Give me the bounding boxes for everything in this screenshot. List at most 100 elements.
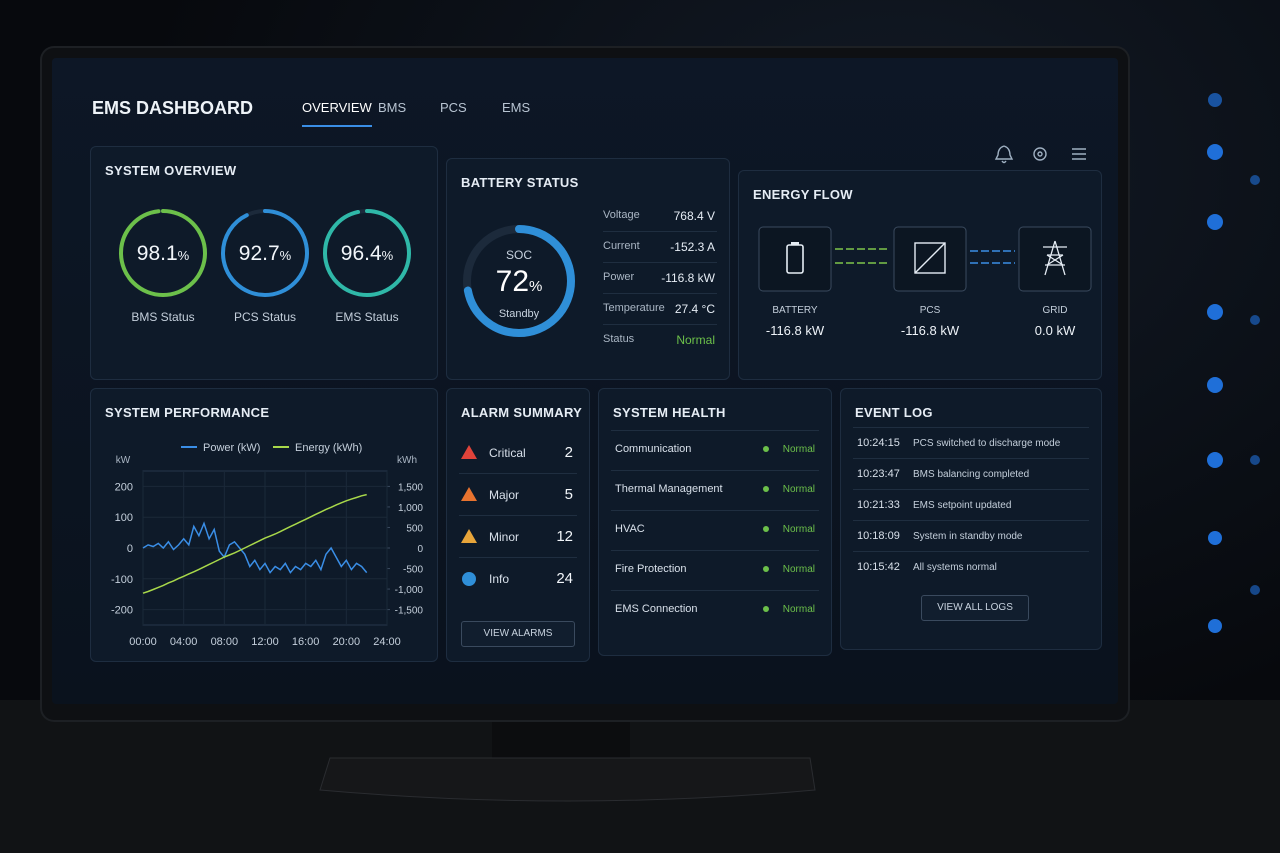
separator xyxy=(611,510,819,511)
separator xyxy=(853,458,1089,459)
metric-label: Voltage xyxy=(603,209,640,221)
energy-flow-panel: ENERGY FLOW BATTERY -116.8 kW PCS -116.8 kW… xyxy=(738,170,1102,380)
gauge-unit: % xyxy=(178,248,190,263)
status-dot xyxy=(763,606,769,612)
x-tick-label: 24:00 xyxy=(373,636,401,648)
y2-tick-label: 500 xyxy=(406,523,423,534)
event-time: 10:24:15 xyxy=(857,437,900,449)
event-message: BMS balancing completed xyxy=(913,469,1030,480)
metric-value: 27.4 °C xyxy=(674,302,715,316)
separator xyxy=(459,473,577,474)
y2-tick-label: 0 xyxy=(417,544,423,555)
x-tick-label: 20:00 xyxy=(333,636,361,648)
y-tick-label: 200 xyxy=(115,481,133,493)
soc-gauge: SOC 72% Standby xyxy=(463,225,575,337)
status-dot xyxy=(763,566,769,572)
separator xyxy=(459,557,577,558)
alarm-icon xyxy=(462,572,476,586)
view-logs-button[interactable]: VIEW ALL LOGS xyxy=(921,595,1029,621)
grid-tower-icon xyxy=(1043,240,1067,276)
app-title: EMS DASHBOARD xyxy=(92,98,254,118)
flow-node-label: GRID xyxy=(1042,305,1068,316)
metric-label: Status xyxy=(603,333,635,345)
y-axis-label: kW xyxy=(116,455,131,466)
panel-title: SYSTEM PERFORMANCE xyxy=(105,405,270,420)
health-status: Normal xyxy=(782,484,815,495)
server-lights xyxy=(1207,93,1260,633)
y2-tick-label: -1,500 xyxy=(395,606,424,617)
bell-icon[interactable] xyxy=(994,145,1014,164)
x-tick-label: 04:00 xyxy=(170,636,198,648)
screen: EMS DASHBOARD OVERVIEW BMS PCS EMS SYSTEM O… xyxy=(52,58,1118,704)
flow-node-box xyxy=(893,226,967,292)
gauge-value: 98.1% xyxy=(137,242,190,265)
flow-node-label: BATTERY xyxy=(772,305,818,316)
health-label: EMS Connection xyxy=(615,603,698,615)
alarm-summary-panel: ALARM SUMMARY Critical 2 Major 5 Minor 12 Info… xyxy=(446,388,590,662)
settings-icon[interactable] xyxy=(1033,147,1047,161)
alarm-count: 24 xyxy=(556,570,573,587)
x-tick-label: 12:00 xyxy=(251,636,279,648)
alarm-icon xyxy=(461,529,477,543)
panel-title: ENERGY FLOW xyxy=(753,187,853,202)
separator xyxy=(603,324,717,325)
gauge-value: 96.4% xyxy=(341,242,394,265)
alarm-count: 12 xyxy=(556,528,573,545)
soc-label: SOC xyxy=(506,248,532,262)
event-time: 10:15:42 xyxy=(857,561,900,573)
pcs-icon-diagonal xyxy=(914,242,946,274)
event-time: 10:18:09 xyxy=(857,530,900,542)
menu-icon[interactable] xyxy=(1072,148,1086,160)
metric-label: Power xyxy=(603,271,635,283)
gauge-label: PCS Status xyxy=(234,310,296,324)
nav-tab[interactable]: OVERVIEW xyxy=(302,100,372,127)
panel-title: SYSTEM OVERVIEW xyxy=(105,163,237,178)
system-overview-panel: SYSTEM OVERVIEW 98.1% BMS Status 92.7% PCS … xyxy=(90,146,438,380)
separator xyxy=(603,231,717,232)
separator xyxy=(611,590,819,591)
flow-node-label: PCS xyxy=(919,305,941,316)
gauge-label: BMS Status xyxy=(131,310,194,324)
health-status: Normal xyxy=(782,604,815,615)
health-label: HVAC xyxy=(615,523,645,535)
event-time: 10:23:47 xyxy=(857,468,900,480)
health-label: Communication xyxy=(615,443,692,455)
view-alarms-button[interactable]: VIEW ALARMS xyxy=(461,621,575,647)
gauge-number: 98.1 xyxy=(137,242,178,265)
panel-title: SYSTEM HEALTH xyxy=(613,405,726,420)
performance-chart: 200 100 0 -100 -200 1,500 1,000 500 0 -500 -1,000 -… xyxy=(111,442,424,648)
status-dot xyxy=(763,526,769,532)
alarm-label: Critical xyxy=(489,446,526,460)
soc-state: Standby xyxy=(499,308,540,320)
health-status: Normal xyxy=(782,524,815,535)
gauge-arc xyxy=(323,209,411,297)
flow-node-box xyxy=(758,226,832,292)
gauge-unit: % xyxy=(382,248,394,263)
battery-status-panel: BATTERY STATUS SOC 72% Standby Voltage 768.4… xyxy=(446,158,730,380)
y-tick-label: -200 xyxy=(111,605,133,617)
event-message: PCS switched to discharge mode xyxy=(913,438,1061,449)
nav-tab[interactable]: BMS xyxy=(378,100,407,115)
battery-cap xyxy=(791,242,799,245)
gauge-number: 96.4 xyxy=(341,242,382,265)
y-tick-label: 0 xyxy=(127,543,133,555)
alarm-label: Minor xyxy=(489,530,520,544)
event-log-panel: EVENT LOG 10:24:15 PCS switched to discha… xyxy=(840,388,1102,650)
event-time: 10:21:33 xyxy=(857,499,900,511)
separator xyxy=(853,520,1089,521)
monitor-base xyxy=(319,757,816,802)
nav-tab[interactable]: PCS xyxy=(440,100,467,115)
metric-value: Normal xyxy=(676,333,715,347)
flow-node-box xyxy=(1018,226,1092,292)
x-tick-label: 16:00 xyxy=(292,636,320,648)
metric-value: -152.3 A xyxy=(670,240,715,254)
alarm-count: 2 xyxy=(564,444,573,461)
gauge-number: 92.7 xyxy=(239,242,280,265)
separator xyxy=(853,489,1089,490)
nav-tab[interactable]: EMS xyxy=(502,100,531,115)
monitor-neck xyxy=(492,718,630,764)
legend-label: Power (kW) xyxy=(203,442,260,454)
panel-title: ALARM SUMMARY xyxy=(461,405,583,420)
metric-label: Temperature xyxy=(603,302,665,314)
